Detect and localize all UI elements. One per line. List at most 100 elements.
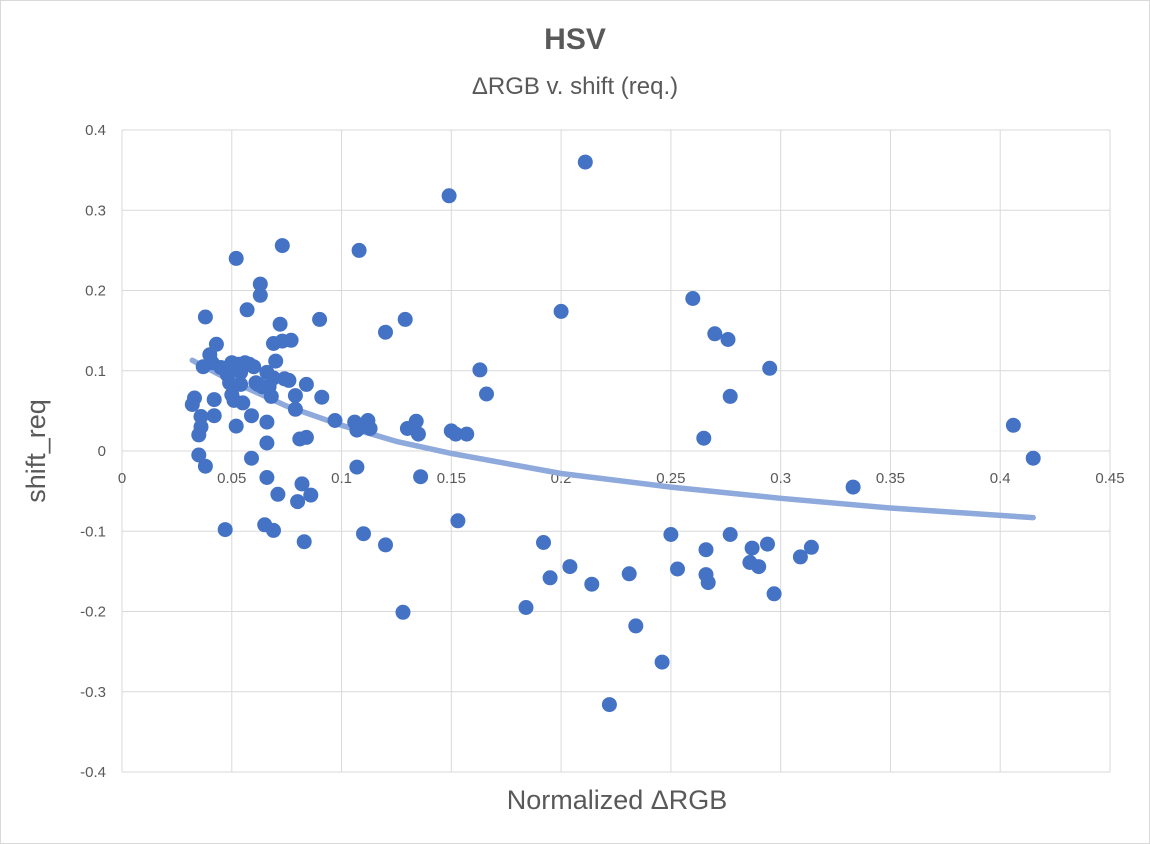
data-point [187, 390, 202, 406]
data-point [628, 618, 644, 634]
data-point [206, 408, 222, 424]
data-point [803, 539, 819, 555]
data-point [272, 316, 288, 332]
data-point [459, 426, 475, 442]
data-point [562, 559, 578, 575]
data-point [696, 430, 712, 446]
data-point [290, 494, 306, 510]
y-tick-label: -0.4 [80, 764, 106, 781]
data-point [228, 418, 244, 434]
x-tick-label: 0.35 [876, 470, 905, 487]
data-point [266, 522, 281, 538]
x-tick-label: 0.3 [770, 470, 791, 487]
data-point [577, 154, 593, 170]
data-point [472, 362, 488, 378]
data-point [518, 600, 534, 615]
data-point [654, 654, 670, 670]
data-point [259, 414, 275, 430]
data-point [707, 326, 723, 342]
data-point [303, 487, 319, 503]
data-point [197, 458, 213, 474]
y-tick-label: -0.2 [80, 604, 106, 621]
data-point [252, 276, 268, 292]
data-point [208, 336, 224, 352]
data-point [1005, 417, 1021, 433]
data-point [410, 426, 426, 442]
y-tick-label: 0.3 [85, 202, 106, 219]
data-point [760, 536, 775, 552]
data-point [1025, 450, 1041, 466]
data-point [206, 392, 222, 408]
y-axis-title: shift_req [21, 399, 51, 503]
data-points [184, 154, 1041, 713]
data-point [266, 370, 281, 386]
data-point [298, 376, 314, 392]
data-point [298, 429, 314, 445]
data-point [263, 388, 279, 404]
data-point [395, 604, 411, 620]
data-point [244, 450, 259, 466]
y-tick-label: 0.4 [85, 122, 106, 139]
data-point [228, 250, 244, 266]
data-point [397, 311, 413, 327]
data-point [766, 586, 782, 602]
data-point [259, 435, 275, 451]
data-point [270, 486, 286, 502]
data-point [584, 576, 600, 592]
data-point [362, 421, 378, 436]
data-point [349, 459, 365, 475]
x-tick-label: 0 [118, 470, 126, 487]
data-point [792, 549, 808, 565]
data-point [283, 332, 299, 348]
x-tick-label: 0.4 [990, 470, 1011, 487]
data-point [722, 527, 738, 542]
data-point [479, 386, 494, 402]
chart-title: HSV [544, 23, 606, 56]
data-point [720, 332, 736, 347]
x-tick-label: 0.45 [1095, 470, 1124, 487]
data-point [246, 359, 262, 375]
data-point [268, 353, 284, 369]
data-point [448, 426, 464, 442]
y-tick-label: -0.3 [80, 684, 106, 701]
data-point [441, 188, 457, 204]
data-point [222, 375, 238, 391]
data-point [751, 559, 767, 575]
data-point [191, 447, 207, 463]
data-point [351, 242, 367, 258]
trendline [189, 357, 1036, 521]
data-point [542, 570, 558, 586]
x-tick-label: 0.05 [217, 470, 246, 487]
data-point [217, 522, 233, 538]
gridlines [121, 129, 1111, 773]
data-point [845, 479, 861, 495]
data-point [408, 413, 424, 429]
data-point [239, 302, 255, 318]
data-point [553, 303, 569, 319]
data-point [601, 697, 617, 713]
data-point [378, 324, 393, 340]
data-point [700, 575, 716, 591]
data-point [685, 291, 701, 306]
y-tick-label: -0.1 [80, 523, 106, 540]
data-point [670, 561, 685, 577]
data-point [762, 360, 778, 376]
data-point [193, 419, 209, 435]
y-tick-label: 0.1 [85, 363, 106, 380]
data-point [259, 470, 275, 485]
data-point [744, 540, 760, 556]
y-tick-label: 0.2 [85, 283, 106, 300]
data-point [621, 566, 637, 582]
data-point [197, 309, 213, 325]
x-axis-title: Normalized ΔRGB [507, 785, 728, 815]
data-point [312, 311, 328, 327]
data-point [287, 388, 303, 404]
trendline-layer [189, 357, 1036, 521]
data-point [252, 287, 268, 303]
data-point [233, 376, 249, 392]
x-tick-label: 0.1 [331, 470, 352, 487]
data-point [281, 372, 297, 388]
x-tick-label: 0.25 [656, 470, 685, 487]
